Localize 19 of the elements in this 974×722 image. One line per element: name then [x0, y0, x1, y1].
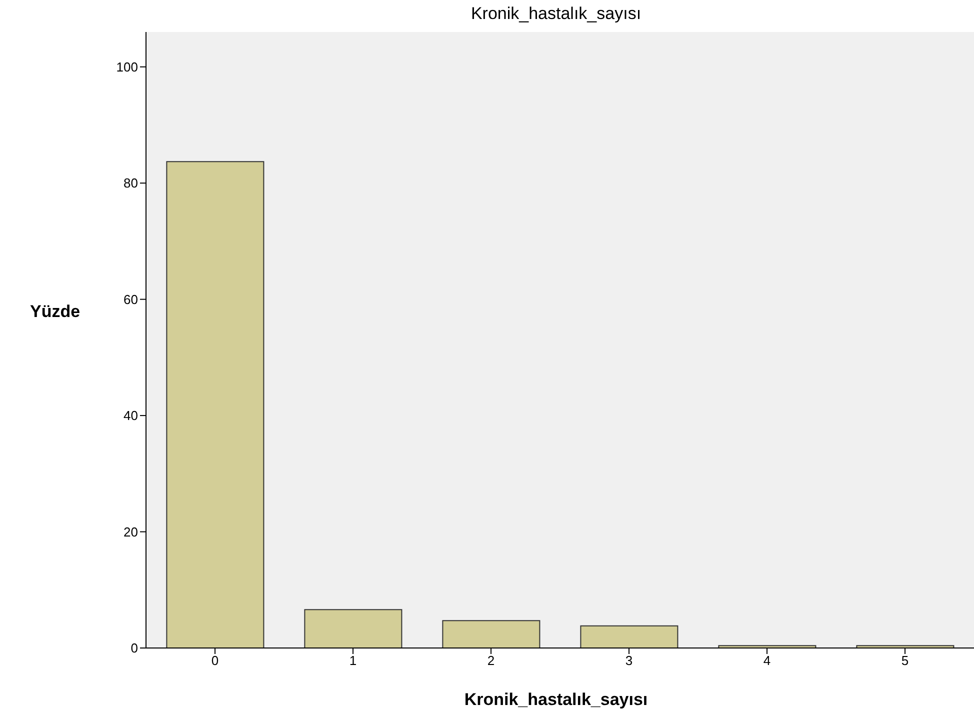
- x-tick-label: 5: [901, 653, 909, 668]
- x-tick-label: 0: [211, 653, 219, 668]
- x-tick-label: 1: [349, 653, 357, 668]
- y-tick-label: 80: [124, 176, 138, 191]
- bar: [166, 161, 264, 648]
- y-tick-label: 100: [116, 59, 138, 74]
- x-tick-label: 4: [763, 653, 771, 668]
- y-tick-label: 20: [124, 524, 138, 540]
- y-tick-label: 0: [130, 640, 138, 656]
- x-tick-label: 3: [625, 653, 633, 668]
- x-tick-label: 2: [487, 653, 495, 668]
- y-axis-title: Yüzde: [30, 302, 80, 322]
- chart-title: Kronik_hastalık_sayısı: [470, 4, 642, 24]
- x-axis-title: Kronik_hastalık_sayısı: [463, 690, 649, 710]
- bar: [304, 609, 402, 648]
- bar: [580, 625, 678, 648]
- y-tick-label: 40: [124, 408, 138, 424]
- bar: [442, 620, 540, 648]
- y-tick-label: 60: [124, 292, 138, 307]
